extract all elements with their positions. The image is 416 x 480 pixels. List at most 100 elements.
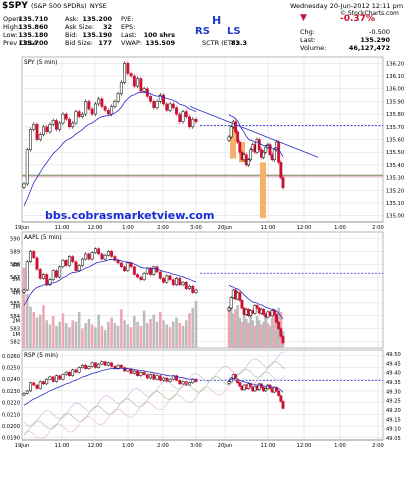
volume-bar	[116, 325, 120, 348]
volume-bar	[133, 316, 136, 348]
volume-bar	[110, 317, 113, 348]
candle-body	[103, 106, 107, 111]
candle-body	[123, 367, 127, 372]
volume-bar	[103, 330, 107, 348]
volume-bar	[234, 309, 237, 348]
quote-value: 135.710	[18, 15, 48, 23]
candle-body	[142, 272, 146, 280]
chg-label: Chg:	[300, 28, 315, 36]
candle-body	[90, 108, 94, 115]
chg-value: -0.500	[369, 28, 390, 36]
volume-bar	[264, 313, 268, 348]
volume-bar	[113, 323, 117, 348]
candle-body	[142, 88, 146, 92]
y-right-tick-label: 49.05	[386, 436, 401, 442]
y-tick-label: 135.30	[386, 176, 404, 182]
x-tick-label: 2:00	[372, 225, 384, 231]
volume-bar	[123, 320, 126, 348]
x-tick-label: 1:00	[122, 443, 134, 449]
quote-value: 135.509	[145, 39, 175, 47]
candle-body	[277, 321, 281, 329]
candle-body	[87, 366, 91, 369]
last-value: 135.290	[360, 36, 390, 44]
volume-bar	[257, 320, 261, 348]
x-tick-label: 19Jun	[15, 225, 30, 231]
volume-bar	[61, 313, 65, 348]
candle-body	[22, 289, 26, 293]
candle-body	[113, 256, 117, 261]
volume-bar	[191, 307, 195, 348]
candle-body	[67, 118, 71, 128]
trend-line	[189, 106, 319, 158]
candle-body	[110, 106, 114, 115]
y-tick-label: 135.90	[386, 99, 404, 105]
candle-body	[93, 103, 97, 115]
candle-body	[155, 101, 159, 109]
volume-bar	[255, 316, 259, 348]
candle-body	[155, 375, 159, 380]
quote-label: VWAP:	[121, 39, 143, 47]
moving-average-line	[228, 114, 284, 158]
y-tick-label: 136.20	[386, 61, 404, 67]
y-tick-label: 0.0220	[2, 401, 20, 407]
volume-bar	[155, 321, 159, 348]
volume-bar	[22, 267, 26, 348]
y-tick-label: 0.0240	[2, 377, 20, 383]
volume-bar	[253, 325, 257, 348]
volume-bar	[42, 305, 45, 348]
volume-bar	[184, 320, 188, 348]
volume-bar	[77, 312, 81, 348]
candle-body	[42, 381, 45, 385]
volume-bar	[251, 320, 255, 348]
volume-bar	[146, 323, 149, 348]
candle-body	[178, 278, 182, 286]
quote-value: 135.200	[82, 15, 112, 23]
volume-bar	[266, 323, 270, 348]
candle-body	[55, 375, 58, 382]
x-tick-label: 11:00	[261, 443, 276, 449]
y-tick-label: 136.00	[386, 87, 404, 93]
candle-body	[238, 292, 242, 301]
y-tick-label: 584	[10, 314, 21, 320]
candle-body	[25, 149, 29, 185]
candle-body	[162, 278, 165, 283]
y-right-tick-label: 49.30	[386, 389, 401, 395]
orange-volume-bar	[260, 162, 266, 219]
candle-body	[142, 371, 146, 375]
candle-body	[51, 376, 55, 382]
y-right-tick-label: 49.15	[386, 417, 401, 423]
volume-bar	[64, 323, 68, 348]
candle-body	[184, 282, 188, 289]
moving-average-line	[23, 367, 197, 406]
candle-body	[262, 151, 266, 158]
x-tick-label: 11:00	[55, 443, 70, 449]
volume-bar	[162, 320, 165, 348]
candle-body	[194, 289, 198, 293]
candle-body	[35, 384, 39, 389]
volume-bar	[227, 306, 231, 348]
candle-body	[149, 374, 153, 379]
volume-label: Volume:	[300, 44, 327, 52]
down-arrow-icon: ▼	[300, 13, 307, 23]
quote-value: 135.190	[82, 31, 112, 39]
candle-body	[281, 401, 285, 409]
candle-body	[84, 101, 88, 115]
volume-axis-label: 6M	[12, 263, 20, 269]
candle-body	[139, 276, 143, 280]
volume-axis-label: 1M	[12, 332, 20, 338]
volume-bar	[139, 325, 143, 348]
candle-body	[58, 122, 62, 130]
candle-body	[77, 367, 81, 373]
y-right-tick-label: 49.40	[386, 371, 401, 377]
candle-body	[97, 98, 101, 105]
candle-body	[84, 364, 88, 369]
quote-label: Open:	[3, 15, 23, 23]
candle-body	[139, 78, 143, 92]
volume-bar	[194, 300, 198, 348]
x-tick-label: 2:00	[157, 443, 169, 449]
y-tick-label: 135.00	[386, 214, 404, 220]
volume-bar	[171, 321, 175, 348]
volume-bar	[48, 324, 52, 348]
